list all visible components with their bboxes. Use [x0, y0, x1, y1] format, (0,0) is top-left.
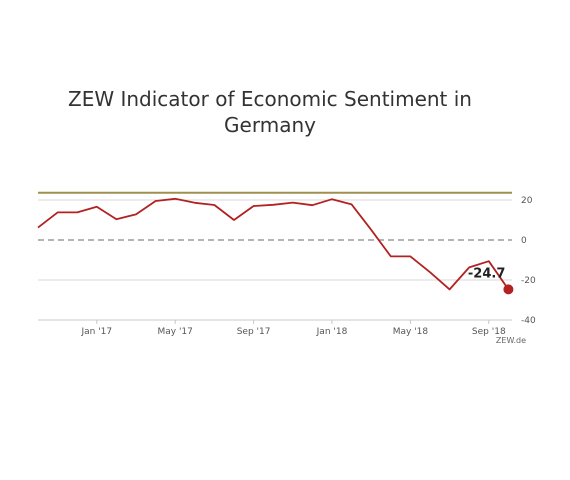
last-point-marker	[503, 284, 514, 295]
series-layer	[37, 197, 514, 295]
labels: 20 0 -20 -40 Jan '17 May '17 Sep '17 Jan '18 May…	[80, 196, 536, 345]
grid-lines	[38, 199, 512, 321]
x-tick-label: Sep '18	[472, 327, 506, 337]
axes	[38, 319, 512, 324]
last-value-label: -24.7	[468, 266, 505, 281]
y-tick-label: -20	[521, 276, 536, 286]
y-tick-label: 0	[521, 236, 527, 246]
source-label: ZEW.de	[496, 336, 526, 345]
chart-title: ZEW Indicator of Economic Sentiment in G…	[68, 87, 472, 137]
x-tick-label: May '17	[157, 327, 192, 337]
x-tick-label: Jan '17	[80, 327, 112, 337]
x-tick-label: May '18	[393, 327, 429, 337]
x-tick-label: Sep '17	[237, 327, 271, 337]
y-tick-label: 20	[521, 196, 533, 206]
series-line	[37, 197, 510, 291]
reference-lines	[38, 191, 512, 241]
x-tick-label: Jan '18	[316, 327, 348, 337]
y-tick-label: -40	[521, 316, 536, 326]
